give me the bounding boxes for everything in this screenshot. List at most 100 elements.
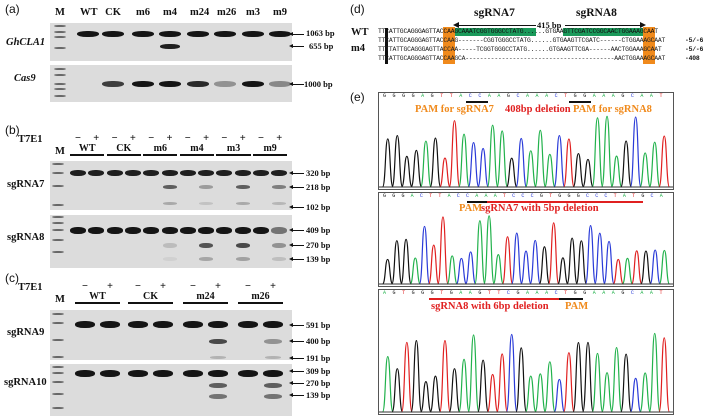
gel-band	[272, 201, 287, 205]
gel-band	[70, 226, 86, 234]
trace-peak-A	[474, 220, 486, 285]
gel-sgrna8	[50, 215, 292, 268]
gel-band	[54, 30, 66, 34]
gel-band	[187, 81, 209, 87]
gel-band	[209, 393, 227, 399]
plus-sign: +	[129, 133, 136, 144]
trace-peak-G	[620, 353, 632, 413]
t7e1-label: T7E1	[18, 134, 43, 145]
gel-band	[102, 81, 124, 87]
base-call: A	[602, 290, 606, 296]
gel-band	[159, 81, 181, 87]
gel-band	[52, 321, 64, 325]
trace-peak-C	[455, 257, 468, 285]
base-call: A	[410, 193, 414, 199]
gel-band	[54, 46, 66, 50]
alignment-bar	[385, 28, 388, 64]
gel-band	[52, 203, 64, 207]
trace-peak-A	[534, 129, 547, 188]
size-label: 191 bp	[306, 353, 331, 363]
trace-peak-T	[428, 244, 440, 285]
gel-band	[162, 257, 177, 261]
gel-band	[124, 226, 141, 234]
base-call: C	[512, 193, 516, 199]
sequence-row: TTTTATTGCAGGGAGTTACCAA-----TCGGTGGGCCTAT…	[378, 46, 662, 53]
trace-peak-A	[486, 124, 499, 188]
t7e1-label: T7E1	[18, 282, 43, 293]
gel-band	[214, 31, 236, 37]
gel-band	[198, 226, 215, 234]
trace-peak-G	[429, 137, 442, 188]
base-call: A	[526, 93, 530, 99]
base-call: G	[383, 93, 387, 99]
size-arrow	[289, 257, 304, 261]
base-call: C	[516, 93, 520, 99]
base-call: A	[383, 290, 387, 296]
gel-band	[160, 43, 180, 49]
minus-sign: −	[135, 281, 141, 292]
trace-peak-A	[420, 140, 432, 188]
trace-peak-C	[418, 225, 431, 285]
annotation-deletion: 408bp deletion	[505, 104, 571, 115]
base-call: T	[564, 290, 568, 296]
gel-label-sgrna7: sgRNA7	[7, 179, 45, 190]
panel-d-label: (d)	[350, 2, 365, 16]
gel-band	[271, 226, 288, 234]
gel-band	[235, 185, 250, 189]
gel-band	[52, 406, 64, 410]
pam-underline	[467, 201, 489, 203]
size-arrow	[289, 205, 304, 209]
sequence-row: TTCATTGCAGGGAGTTACCAAGCA----------------…	[378, 55, 666, 62]
base-call: A	[447, 193, 451, 199]
trace-peak-C	[515, 137, 528, 188]
size-label: 270 bp	[306, 240, 331, 250]
gel-band	[52, 392, 64, 396]
sgrna7-target-highlight	[455, 28, 536, 36]
base-call: A	[535, 290, 539, 296]
gel-band	[265, 355, 281, 359]
trace-peak-T	[437, 216, 449, 285]
annotation-pam: PAM	[459, 203, 483, 214]
group-label-ck: CK	[128, 292, 173, 304]
minus-sign: −	[184, 133, 191, 144]
base-call: G	[401, 193, 405, 199]
base-call: A	[659, 193, 663, 199]
gel-band	[153, 369, 173, 377]
base-call: A	[497, 93, 501, 99]
trace-peak-G	[381, 258, 394, 285]
gel-band	[162, 201, 177, 205]
base-call: T	[487, 290, 491, 296]
gel-band	[52, 312, 64, 316]
gel-band	[52, 338, 64, 342]
trace-peak-A	[601, 372, 613, 413]
gel-label-sgrna10: sgRNA10	[4, 377, 47, 388]
base-call: G	[516, 290, 520, 296]
gel-band	[132, 31, 154, 37]
arrowhead-left-icon	[453, 22, 459, 28]
gel-band	[269, 81, 291, 87]
group-label-wt: WT	[75, 292, 120, 304]
gel-band	[77, 31, 99, 37]
plus-sign: +	[203, 133, 210, 144]
base-call: T	[440, 93, 444, 99]
gel-band	[54, 94, 66, 98]
base-call: G	[383, 193, 387, 199]
trace-peak-A	[591, 352, 604, 413]
minus-sign: −	[221, 133, 228, 144]
plus-sign: +	[239, 133, 246, 144]
trace-peak-C	[553, 378, 566, 413]
size-arrow	[289, 32, 304, 36]
gel-band	[242, 31, 264, 37]
trace-peak-G	[582, 158, 594, 188]
trace-peak-A	[381, 355, 394, 413]
size-label: 400 bp	[306, 336, 331, 346]
trace-peak-A	[492, 253, 504, 285]
base-call: C	[630, 93, 634, 99]
group-label-m3: m3	[216, 144, 251, 156]
gel-label-sgrna9: sgRNA9	[7, 327, 45, 338]
sequence-row: TTCATTGCAGGGAGTTACCAAG-------CGGTGGGCCTA…	[378, 37, 666, 44]
size-arrow	[289, 393, 304, 397]
gel-band	[199, 185, 214, 189]
trace-peak-A	[648, 141, 661, 188]
